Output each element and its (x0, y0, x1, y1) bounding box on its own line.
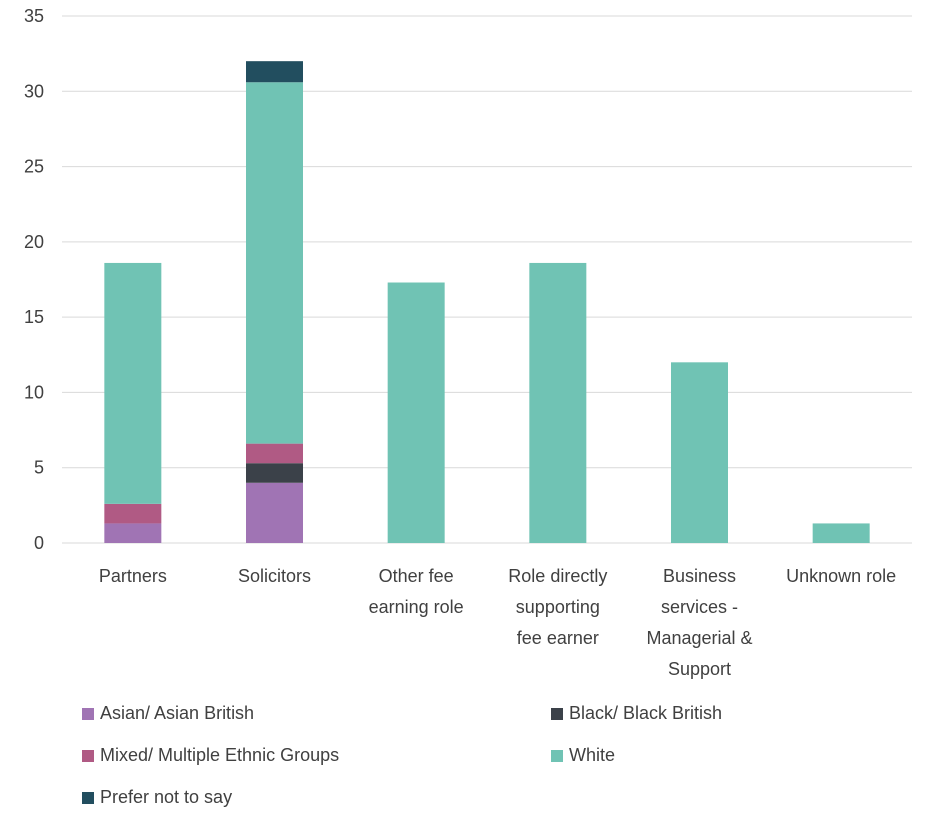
x-category-label-line: Unknown role (786, 566, 896, 586)
x-category-label: Role directly supporting fee earner (508, 566, 607, 648)
y-tick-label: 30 (24, 81, 44, 101)
x-axis-labels: Partners Solicitors Other fee earning role R… (99, 566, 896, 679)
x-category-label-line: Solicitors (238, 566, 311, 586)
bar-segment (246, 463, 303, 483)
x-category-label: Partners (99, 566, 167, 586)
bar-segment (812, 523, 870, 543)
x-category-label-line: Support (668, 659, 731, 679)
x-category-label: Solicitors (238, 566, 311, 586)
y-axis-ticks: 0 5 10 15 20 25 30 35 (24, 6, 44, 553)
bar-segment (104, 262, 162, 504)
x-category-label-line: Partners (99, 566, 167, 586)
y-tick-label: 15 (24, 307, 44, 327)
bar-segment (246, 482, 303, 543)
y-tick-label: 20 (24, 232, 44, 252)
bar-segment (104, 523, 162, 543)
x-category-label: Other fee earning role (369, 566, 464, 617)
x-category-label-line: Managerial & (646, 628, 752, 648)
y-tick-label: 35 (24, 6, 44, 26)
y-tick-label: 5 (34, 458, 44, 478)
bar-segment (387, 282, 445, 543)
x-category-label-line: earning role (369, 597, 464, 617)
bar-segment (246, 61, 303, 83)
bar-segment (246, 82, 303, 444)
bars (104, 61, 870, 543)
bar-segment (104, 503, 162, 524)
x-category-label-line: Business (663, 566, 736, 586)
x-category-label-line: Role directly (508, 566, 607, 586)
x-category-label-line: Other fee (379, 566, 454, 586)
bar-segment (246, 443, 303, 464)
x-category-label-line: services - (661, 597, 738, 617)
y-tick-label: 0 (34, 533, 44, 553)
bar-segment (529, 262, 587, 543)
y-tick-label: 25 (24, 157, 44, 177)
x-category-label: Business services - Managerial & Support (646, 566, 752, 679)
bar-segment (671, 362, 728, 543)
x-category-label-line: supporting (516, 597, 600, 617)
x-category-label-line: fee earner (517, 628, 599, 648)
y-tick-label: 10 (24, 382, 44, 402)
gridlines (62, 15, 912, 544)
x-category-label: Unknown role (786, 566, 896, 586)
